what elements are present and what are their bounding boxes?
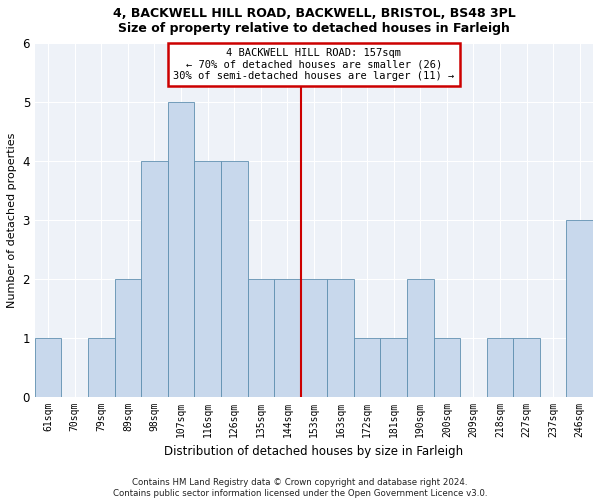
Bar: [274, 279, 301, 396]
Bar: [354, 338, 380, 396]
Bar: [514, 338, 540, 396]
Bar: [301, 279, 327, 396]
Bar: [35, 338, 61, 396]
Bar: [407, 279, 434, 396]
Y-axis label: Number of detached properties: Number of detached properties: [7, 132, 17, 308]
Text: 4 BACKWELL HILL ROAD: 157sqm
← 70% of detached houses are smaller (26)
30% of se: 4 BACKWELL HILL ROAD: 157sqm ← 70% of de…: [173, 48, 455, 81]
Text: Contains HM Land Registry data © Crown copyright and database right 2024.
Contai: Contains HM Land Registry data © Crown c…: [113, 478, 487, 498]
Bar: [168, 102, 194, 397]
Bar: [487, 338, 514, 396]
Bar: [434, 338, 460, 396]
Bar: [327, 279, 354, 396]
Bar: [194, 161, 221, 396]
Bar: [88, 338, 115, 396]
X-axis label: Distribution of detached houses by size in Farleigh: Distribution of detached houses by size …: [164, 445, 464, 458]
Bar: [221, 161, 248, 396]
Bar: [566, 220, 593, 396]
Title: 4, BACKWELL HILL ROAD, BACKWELL, BRISTOL, BS48 3PL
Size of property relative to : 4, BACKWELL HILL ROAD, BACKWELL, BRISTOL…: [113, 7, 515, 35]
Bar: [141, 161, 168, 396]
Bar: [115, 279, 141, 396]
Bar: [380, 338, 407, 396]
Bar: [248, 279, 274, 396]
